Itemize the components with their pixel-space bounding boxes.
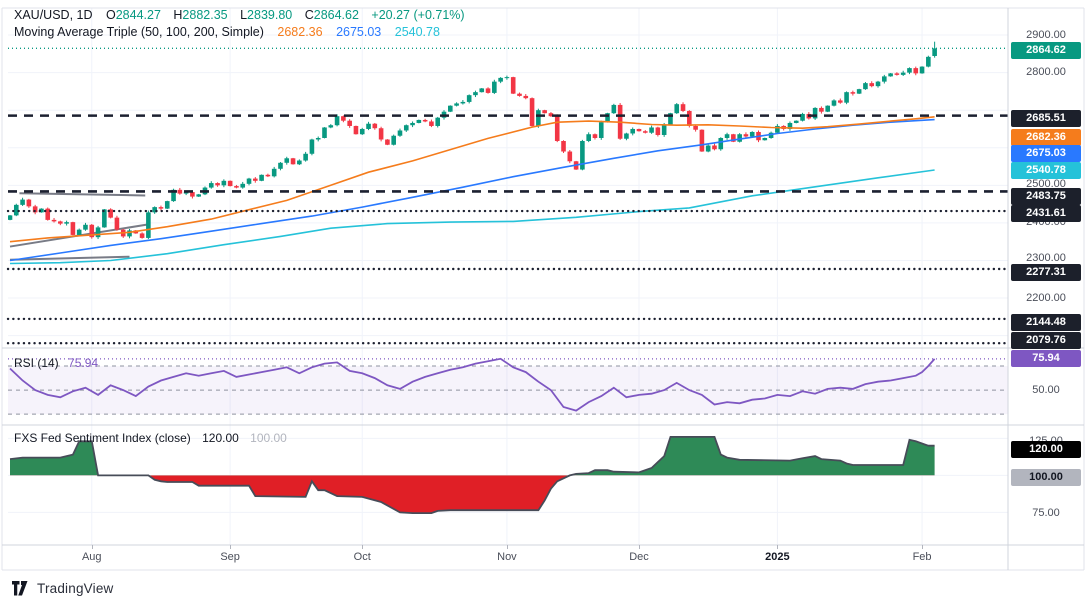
time-axis-tick	[639, 545, 640, 549]
price-levels	[6, 47, 1010, 345]
time-axis-tick	[91, 545, 93, 549]
rsi-legend[interactable]: RSI (14) 75.94	[14, 356, 98, 370]
time-axis-label-sep: Sep	[220, 551, 240, 563]
low-label: L	[240, 8, 248, 22]
price-axis-label: 75.00	[1032, 506, 1060, 519]
price-axis-label: 100.00	[1011, 468, 1081, 486]
price-axis-label: 2682.36	[1011, 128, 1081, 146]
tradingview-logo[interactable]: TradingView	[12, 581, 114, 596]
price-axis-label: 2800.00	[1026, 65, 1066, 78]
rsi-pane	[8, 357, 1008, 415]
price-axis-label: 2500.00	[1026, 177, 1066, 190]
ma100-value: 2675.03	[336, 25, 382, 39]
time-axis-tick	[230, 545, 232, 549]
time-axis[interactable]: Aug Sep Oct Nov Dec 2025 Feb	[0, 545, 1008, 570]
price-axis-label: 2900.00	[1026, 28, 1066, 41]
tradingview-logo-icon	[12, 581, 28, 596]
price-axis-label: 2079.76	[1011, 331, 1081, 349]
price-axis-label: 2431.61	[1011, 204, 1081, 222]
close-value: 2864.62	[313, 8, 359, 22]
time-axis-label-oct: Oct	[353, 551, 371, 563]
time-axis-label-feb: Feb	[912, 551, 932, 563]
time-axis-label-dec: Dec	[629, 551, 649, 563]
price-axis-label: 2300.00	[1026, 251, 1066, 264]
tradingview-brand-text: TradingView	[37, 581, 114, 596]
price-axis-label: 50.00	[1032, 383, 1060, 396]
time-axis-label-aug: Aug	[81, 551, 102, 563]
rsi-value: 75.94	[68, 356, 99, 370]
ma100-line	[9, 118, 935, 262]
high-label: H	[173, 8, 183, 22]
price-axis-label: 75.94	[1011, 349, 1081, 367]
time-axis-tick	[506, 545, 508, 549]
ma50-value: 2682.36	[277, 25, 323, 39]
gridlines	[8, 8, 1008, 545]
time-axis-tick	[362, 545, 364, 549]
change-value: +20.27 (+0.71%)	[371, 8, 465, 22]
price-axis-label: 2675.03	[1011, 144, 1081, 162]
symbol-title: XAU/USD, 1D	[14, 8, 93, 22]
rsi-label: RSI (14)	[14, 356, 59, 370]
ma-legend-label: Moving Average Triple (50, 100, 200, Sim…	[14, 25, 264, 39]
ma-legend[interactable]: Moving Average Triple (50, 100, 200, Sim…	[14, 25, 440, 39]
price-axis-label: 2864.62	[1011, 41, 1081, 59]
sentiment-legend[interactable]: FXS Fed Sentiment Index (close) 120.00 1…	[14, 431, 287, 445]
time-axis-label-2025: 2025	[765, 551, 790, 563]
open-value: 2844.27	[115, 8, 161, 22]
ma200-line	[9, 169, 935, 265]
price-axis[interactable]: 2900.00 2800.00 2500.00 2400.00 2300.00 2200.…	[1009, 0, 1086, 570]
candles-layer	[8, 41, 937, 240]
moving-averages	[9, 116, 935, 265]
symbol-legend[interactable]: XAU/USD, 1D O2844.27 H2882.35 L2839.80 C…	[14, 8, 465, 22]
time-axis-tick	[777, 545, 779, 549]
time-axis-tick	[922, 545, 924, 549]
sentiment-line	[9, 435, 935, 514]
low-value: 2839.80	[247, 8, 293, 22]
price-axis-label: 2685.51	[1011, 109, 1081, 127]
sentiment-value-2: 100.00	[250, 431, 287, 445]
sentiment-pane	[9, 435, 935, 514]
price-axis-label: 120.00	[1011, 440, 1081, 458]
price-axis-label: 2144.48	[1011, 313, 1081, 331]
close-label: C	[304, 8, 314, 22]
high-value: 2882.35	[182, 8, 228, 22]
sentiment-value: 120.00	[202, 431, 239, 445]
time-axis-label-nov: Nov	[497, 551, 517, 563]
sentiment-label: FXS Fed Sentiment Index (close)	[14, 431, 191, 445]
sentiment-area-positive	[10, 436, 935, 476]
ma50-line	[9, 116, 935, 243]
open-label: O	[105, 8, 116, 22]
ma200-value: 2540.78	[394, 25, 440, 39]
price-axis-label: 2200.00	[1026, 291, 1066, 304]
price-axis-label: 2540.78	[1011, 161, 1081, 179]
rsi-line	[9, 357, 936, 412]
pane-borders	[1, 7, 1085, 571]
price-axis-label: 2483.75	[1011, 187, 1081, 205]
price-axis-label: 2277.31	[1011, 263, 1081, 281]
